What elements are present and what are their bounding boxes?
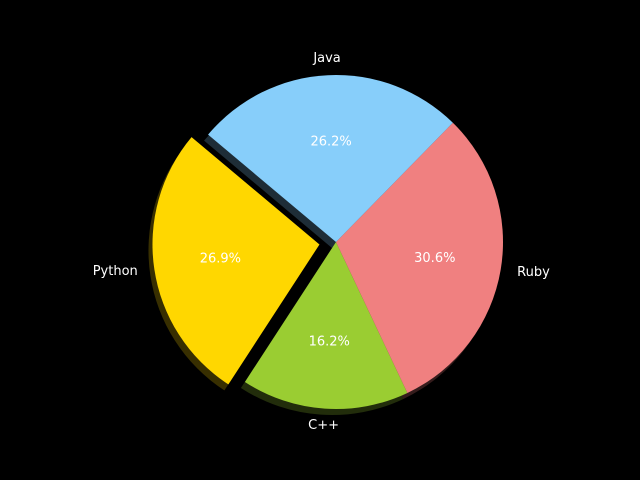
slice-percent-java: 26.2% (310, 134, 351, 149)
slice-label-python: Python (93, 264, 138, 279)
slice-label-java: Java (312, 51, 340, 66)
pie-slice-cpp (244, 242, 408, 410)
pie-slice-python (152, 137, 320, 385)
slice-percent-ruby: 30.6% (414, 251, 455, 266)
slice-percent-cpp: 16.2% (309, 334, 350, 349)
slice-percent-python: 26.9% (200, 252, 241, 267)
slice-layer (152, 74, 503, 410)
pie-slice-java (208, 74, 453, 243)
label-layer: Python 26.9% C++ 16.2% Ruby 30.6% Java 26.2% (93, 51, 550, 433)
slice-label-cpp: C++ (308, 418, 339, 433)
slice-label-ruby: Ruby (517, 265, 550, 280)
pie-slice-ruby (336, 122, 503, 393)
